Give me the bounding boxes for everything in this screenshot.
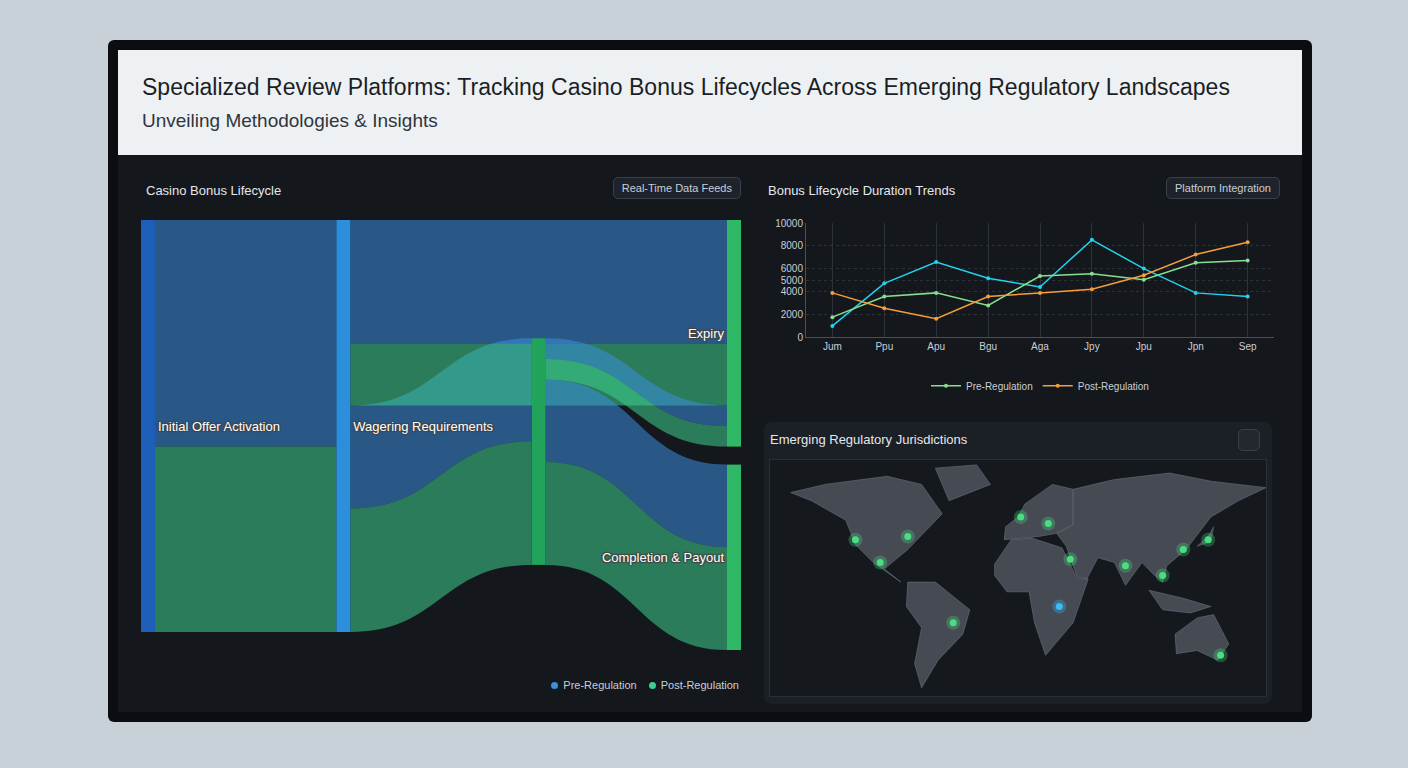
svg-text:0: 0 <box>797 332 803 343</box>
html-text:Emerging Regulatory Jurisdicti: Emerging Regulatory Jurisdictions <box>770 432 968 447</box>
html-text:Bonus Lifecycle Duration Trend: Bonus Lifecycle Duration Trends <box>768 183 956 198</box>
svg-text:Apu: Apu <box>927 341 945 352</box>
svg-text:8000: 8000 <box>781 240 804 251</box>
html-text:Pre-Regulation: Pre-Regulation <box>563 679 637 691</box>
svg-text:Post-Regulation: Post-Regulation <box>1078 381 1149 392</box>
svg-text:Jum: Jum <box>823 341 842 352</box>
svg-text:Ppu: Ppu <box>875 341 893 352</box>
svg-text:Completion & Payout: Completion & Payout <box>602 550 725 565</box>
svg-text:Pre-Regulation: Pre-Regulation <box>966 381 1033 392</box>
html-text:Platform Integration: Platform Integration <box>1175 182 1271 194</box>
svg-text:Jpy: Jpy <box>1084 341 1100 352</box>
svg-text:Jpu: Jpu <box>1136 341 1152 352</box>
svg-text:10000: 10000 <box>775 218 803 229</box>
html-text:Specialized Review Platforms:: Specialized Review Platforms: Tracking C… <box>142 74 1230 100</box>
svg-text:4000: 4000 <box>781 286 804 297</box>
svg-text:Jpn: Jpn <box>1188 341 1204 352</box>
html-text:Unveiling Methodologies & Insi: Unveiling Methodologies & Insights <box>142 110 438 131</box>
html-text:Real-Time Data Feeds: Real-Time Data Feeds <box>621 182 732 194</box>
html-text:Post-Regulation: Post-Regulation <box>660 679 739 691</box>
svg-text:Aga: Aga <box>1031 341 1049 352</box>
svg-text:6000: 6000 <box>781 263 804 274</box>
svg-text:Sep: Sep <box>1239 341 1257 352</box>
svg-text:Bgu: Bgu <box>979 341 997 352</box>
html-text:Casino Bonus Lifecycle: Casino Bonus Lifecycle <box>146 183 282 198</box>
svg-text:5000: 5000 <box>781 275 804 286</box>
svg-text:Initial Offer Activation: Initial Offer Activation <box>158 419 280 434</box>
svg-text:Expiry: Expiry <box>688 326 725 341</box>
svg-text:Wagering Requirements: Wagering Requirements <box>353 419 493 434</box>
svg-text:2000: 2000 <box>781 309 804 320</box>
